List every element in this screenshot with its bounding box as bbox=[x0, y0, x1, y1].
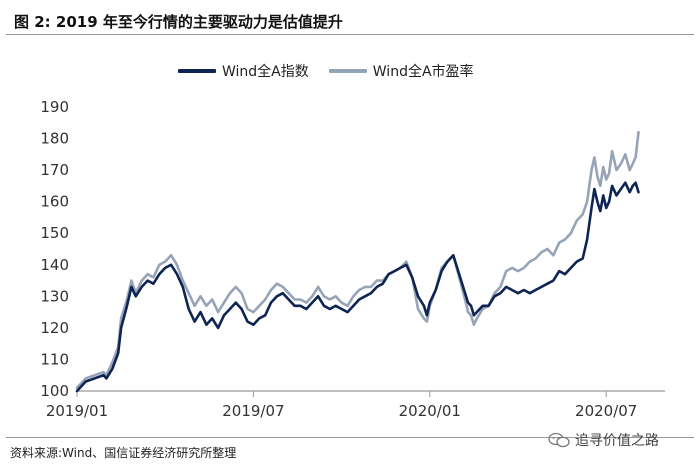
x-tick-label: 2019/07 bbox=[222, 402, 284, 420]
wechat-icon bbox=[548, 432, 570, 448]
y-tick-label: 150 bbox=[40, 224, 69, 242]
y-tick-label: 120 bbox=[40, 319, 69, 337]
watermark-text: 追寻价值之路 bbox=[575, 433, 659, 449]
series-line-pe bbox=[75, 130, 640, 390]
legend-swatch-pe bbox=[328, 69, 367, 73]
legend-label-index: Wind全A指数 bbox=[222, 64, 309, 80]
figure-title-text: 2019 年至今行情的主要驱动力是估值提升 bbox=[55, 13, 343, 31]
legend-item-pe: Wind全A市盈率 bbox=[328, 61, 474, 81]
y-tick-label: 110 bbox=[40, 350, 69, 368]
figure-label: 图 2: bbox=[14, 13, 51, 31]
footer-divider bbox=[6, 437, 694, 438]
y-tick-label: 190 bbox=[40, 98, 69, 116]
x-tick-label: 2019/01 bbox=[46, 402, 108, 420]
chart-legend: Wind全A指数 Wind全A市盈率 bbox=[178, 60, 494, 82]
series-line-index bbox=[75, 181, 640, 393]
x-tick-label: 2020/01 bbox=[399, 402, 461, 420]
y-tick-label: 170 bbox=[40, 161, 69, 179]
figure-title-bar: 图 2: 2019 年至今行情的主要驱动力是估值提升 bbox=[6, 4, 694, 35]
legend-label-pe: Wind全A市盈率 bbox=[372, 64, 474, 80]
y-tick-label: 130 bbox=[40, 287, 69, 305]
y-tick-label: 140 bbox=[40, 256, 69, 274]
figure-title: 图 2: 2019 年至今行情的主要驱动力是估值提升 bbox=[14, 11, 343, 32]
y-tick-label: 100 bbox=[40, 382, 69, 400]
y-tick-label: 180 bbox=[40, 130, 69, 148]
source-note: 资料来源:Wind、国信证券经济研究所整理 bbox=[10, 446, 237, 460]
x-tick-label: 2020/07 bbox=[575, 402, 637, 420]
legend-item-index: Wind全A指数 bbox=[178, 61, 309, 81]
y-tick-label: 160 bbox=[40, 193, 69, 211]
legend-swatch-index bbox=[178, 69, 216, 73]
watermark: 追寻价值之路 bbox=[548, 430, 659, 450]
